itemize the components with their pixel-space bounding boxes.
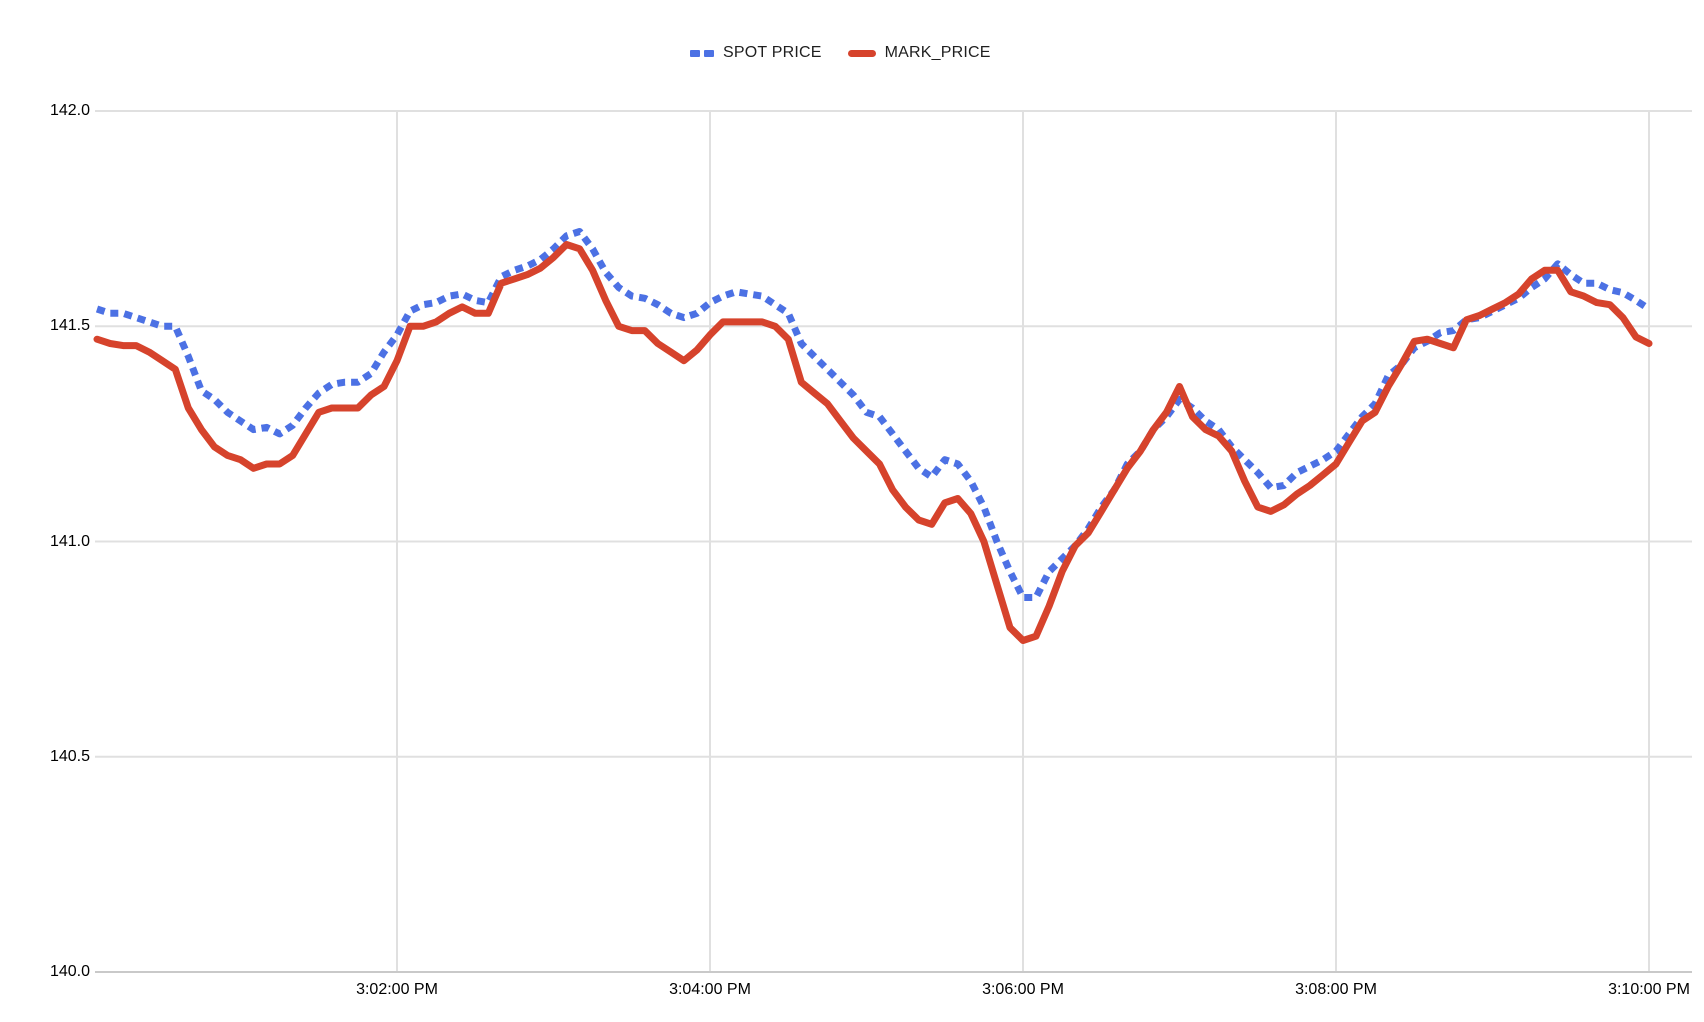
legend-item-mark-price: MARK_PRICE bbox=[847, 41, 991, 65]
x-axis-tick-label: 3:04:00 PM bbox=[669, 981, 751, 998]
series-line-spot-price bbox=[95, 228, 1651, 601]
legend-label-spot-price: SPOT PRICE bbox=[723, 44, 822, 61]
x-axis-tick-label: 3:10:00 PM bbox=[1608, 981, 1690, 998]
y-axis-tick-label: 141.5 bbox=[49, 317, 90, 335]
x-axis-tick-label: 3:06:00 PM bbox=[982, 981, 1064, 998]
y-axis-tick-label: 140.5 bbox=[49, 747, 90, 765]
y-axis-tick-label: 142.0 bbox=[49, 102, 90, 119]
y-axis-tick-label: 141.0 bbox=[49, 532, 90, 550]
series-line-mark-price bbox=[93, 241, 1653, 644]
y-axis-tick-label: 140.0 bbox=[49, 963, 90, 980]
x-axis-tick-label: 3:02:00 PM bbox=[356, 981, 438, 998]
chart-legend: SPOT PRICE MARK_PRICE bbox=[690, 41, 991, 65]
x-axis-tick-label: 3:08:00 PM bbox=[1295, 981, 1377, 998]
legend-item-spot-price: SPOT PRICE bbox=[690, 41, 822, 65]
spot-price-dotted-swatch-icon bbox=[690, 49, 714, 57]
legend-label-mark-price: MARK_PRICE bbox=[884, 44, 991, 61]
mark-price-solid-swatch-icon bbox=[847, 49, 876, 57]
